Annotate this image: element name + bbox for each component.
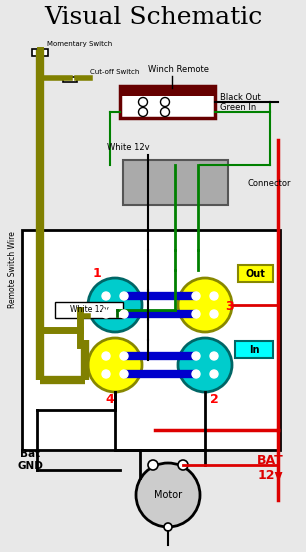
- Circle shape: [164, 523, 172, 531]
- Circle shape: [139, 98, 147, 107]
- Text: 1: 1: [93, 267, 102, 280]
- Circle shape: [120, 310, 128, 318]
- Circle shape: [88, 338, 142, 392]
- Circle shape: [161, 108, 170, 116]
- Circle shape: [120, 352, 128, 360]
- Bar: [235, 341, 273, 358]
- Text: Visual Schematic: Visual Schematic: [44, 7, 262, 29]
- Text: 3: 3: [225, 300, 233, 313]
- Text: Bat
GND: Bat GND: [17, 449, 43, 471]
- Circle shape: [139, 108, 147, 116]
- Text: In: In: [249, 345, 259, 355]
- Bar: [120, 86, 215, 118]
- Circle shape: [210, 310, 218, 318]
- Circle shape: [192, 370, 200, 378]
- Circle shape: [192, 352, 200, 360]
- Text: Out: Out: [245, 269, 265, 279]
- Circle shape: [178, 460, 188, 470]
- Text: Green In: Green In: [220, 104, 256, 113]
- Circle shape: [136, 463, 200, 527]
- Text: 2: 2: [210, 393, 219, 406]
- Circle shape: [120, 370, 128, 378]
- Circle shape: [192, 310, 200, 318]
- Circle shape: [210, 370, 218, 378]
- Circle shape: [120, 292, 128, 300]
- Bar: [123, 160, 228, 205]
- Circle shape: [102, 310, 110, 318]
- Text: Connector: Connector: [248, 178, 292, 188]
- Bar: [238, 265, 273, 282]
- Circle shape: [210, 292, 218, 300]
- Text: Momentary Switch: Momentary Switch: [47, 41, 112, 47]
- Text: Winch Remote: Winch Remote: [147, 66, 208, 75]
- Text: Black Out: Black Out: [220, 93, 261, 103]
- Circle shape: [148, 460, 158, 470]
- Text: 4: 4: [105, 393, 114, 406]
- Circle shape: [102, 352, 110, 360]
- Bar: [63, 77, 77, 82]
- Circle shape: [161, 98, 170, 107]
- Text: Motor: Motor: [154, 490, 182, 500]
- Text: White 12v: White 12v: [107, 144, 150, 152]
- Text: BAT
12v: BAT 12v: [257, 454, 283, 482]
- Text: White 12v: White 12v: [70, 305, 108, 315]
- Circle shape: [102, 292, 110, 300]
- Bar: [22, 230, 280, 450]
- Bar: [55, 302, 123, 318]
- Text: Cut-off Switch: Cut-off Switch: [90, 69, 139, 75]
- Circle shape: [178, 278, 232, 332]
- Circle shape: [192, 292, 200, 300]
- Bar: [120, 88, 215, 96]
- Bar: [32, 49, 48, 56]
- Circle shape: [88, 278, 142, 332]
- Circle shape: [178, 338, 232, 392]
- Circle shape: [102, 370, 110, 378]
- Circle shape: [210, 352, 218, 360]
- Text: Remote Switch Wire: Remote Switch Wire: [9, 231, 17, 309]
